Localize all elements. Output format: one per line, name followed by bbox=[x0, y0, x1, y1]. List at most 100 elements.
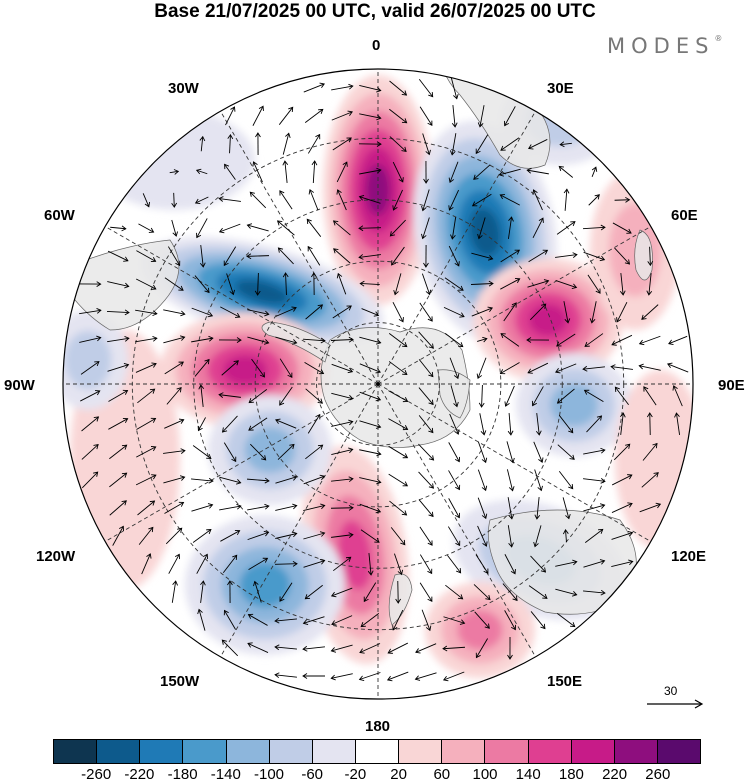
wind-vector bbox=[224, 163, 236, 180]
wind-vector bbox=[394, 553, 404, 576]
wind-vector bbox=[502, 583, 518, 602]
wind-vector bbox=[196, 553, 208, 574]
wind-vector bbox=[528, 585, 548, 599]
wind-vector bbox=[418, 499, 434, 518]
wind-vector bbox=[526, 337, 550, 343]
wind-vector bbox=[530, 555, 547, 573]
colorbar-tick-label: 260 bbox=[645, 766, 671, 783]
wind-vector bbox=[419, 302, 433, 322]
wind-vector bbox=[450, 385, 459, 408]
wind-vector bbox=[164, 277, 184, 291]
wind-vector bbox=[448, 245, 460, 267]
lon-label-60w: 60W bbox=[44, 207, 75, 224]
wind-vector bbox=[389, 80, 408, 96]
colorbar-tick-label: -60 bbox=[301, 766, 324, 783]
wind-vector bbox=[274, 672, 297, 679]
wind-vector bbox=[555, 252, 578, 258]
wind-vector bbox=[506, 469, 515, 492]
wind-vector bbox=[638, 335, 661, 346]
wind-vector bbox=[531, 386, 544, 407]
wind-vector bbox=[611, 502, 633, 513]
wind-vector bbox=[169, 169, 180, 175]
colorbar-tick-label: 180 bbox=[558, 766, 584, 783]
wind-vector bbox=[109, 472, 128, 488]
wind-vector bbox=[303, 531, 326, 540]
wind-vector bbox=[388, 333, 408, 348]
wind-vector bbox=[79, 335, 102, 343]
wind-vector bbox=[473, 584, 491, 601]
wind-vector bbox=[358, 672, 381, 682]
wind-vector bbox=[530, 611, 546, 630]
wind-vector bbox=[135, 278, 157, 290]
wind-vector bbox=[359, 113, 382, 121]
wind-vector bbox=[311, 272, 317, 296]
wind-vector bbox=[305, 304, 324, 320]
wind-vector bbox=[199, 245, 206, 268]
wind-vector bbox=[333, 556, 352, 572]
wind-vector bbox=[449, 133, 457, 156]
wind-vector bbox=[477, 469, 488, 492]
wind-vector bbox=[135, 474, 157, 486]
wind-vectors bbox=[79, 77, 689, 682]
wind-vector bbox=[418, 443, 435, 461]
wind-vector bbox=[421, 609, 432, 632]
wind-vector bbox=[477, 497, 488, 520]
wind-vector bbox=[506, 441, 515, 464]
wind-vector bbox=[275, 531, 298, 539]
wind-vector bbox=[507, 413, 514, 436]
colorbar-segment bbox=[399, 740, 443, 763]
wind-vector bbox=[332, 220, 351, 236]
wind-vector bbox=[422, 133, 431, 156]
wind-vector bbox=[218, 196, 241, 202]
wind-vector bbox=[303, 82, 326, 93]
wind-vector bbox=[247, 642, 269, 654]
wind-vector bbox=[555, 559, 578, 567]
reference-vector-label: 30 bbox=[664, 684, 678, 698]
wind-vector bbox=[526, 167, 549, 175]
wind-vector bbox=[331, 476, 354, 483]
wind-vector bbox=[302, 337, 326, 344]
wind-vector bbox=[80, 390, 101, 402]
wind-vector bbox=[191, 335, 214, 343]
wind-vector bbox=[611, 559, 634, 567]
wind-vector bbox=[79, 308, 102, 315]
wind-vector bbox=[282, 160, 289, 183]
wind-vector bbox=[392, 189, 403, 211]
wind-vector bbox=[388, 445, 409, 459]
wind-vector bbox=[641, 304, 659, 320]
wind-vector bbox=[249, 443, 267, 461]
wind-vector bbox=[221, 415, 238, 433]
wind-vector bbox=[192, 445, 212, 460]
wind-vector bbox=[582, 365, 605, 372]
lon-label-60e: 60E bbox=[671, 207, 698, 224]
wind-vector bbox=[528, 249, 549, 263]
wind-vector bbox=[423, 244, 429, 268]
wind-vector bbox=[194, 196, 209, 204]
wind-vector bbox=[448, 442, 461, 463]
colorbar-segment bbox=[269, 740, 313, 763]
anomaly-field bbox=[63, 69, 693, 699]
wind-vector bbox=[107, 336, 130, 343]
wind-vector bbox=[388, 473, 409, 487]
wind-vector bbox=[275, 475, 298, 484]
wind-vector bbox=[249, 191, 267, 209]
wind-vector bbox=[252, 161, 263, 183]
wind-vector bbox=[666, 362, 689, 373]
wind-vector bbox=[533, 441, 544, 463]
wind-vector bbox=[110, 225, 127, 232]
wind-vector bbox=[108, 389, 129, 402]
wind-vector bbox=[533, 525, 542, 548]
wind-vector bbox=[358, 195, 381, 204]
wind-vector bbox=[479, 413, 487, 436]
neg-anomaly-110w bbox=[208, 395, 332, 505]
wind-vector bbox=[583, 478, 606, 484]
wind-vector bbox=[475, 638, 488, 659]
wind-vector bbox=[336, 272, 347, 295]
wind-vector bbox=[616, 301, 628, 323]
wind-vector bbox=[584, 333, 604, 347]
wind-vector bbox=[221, 639, 239, 657]
colorbar-segment bbox=[528, 740, 572, 763]
wind-vector bbox=[584, 528, 604, 544]
wind-vector bbox=[421, 189, 430, 212]
